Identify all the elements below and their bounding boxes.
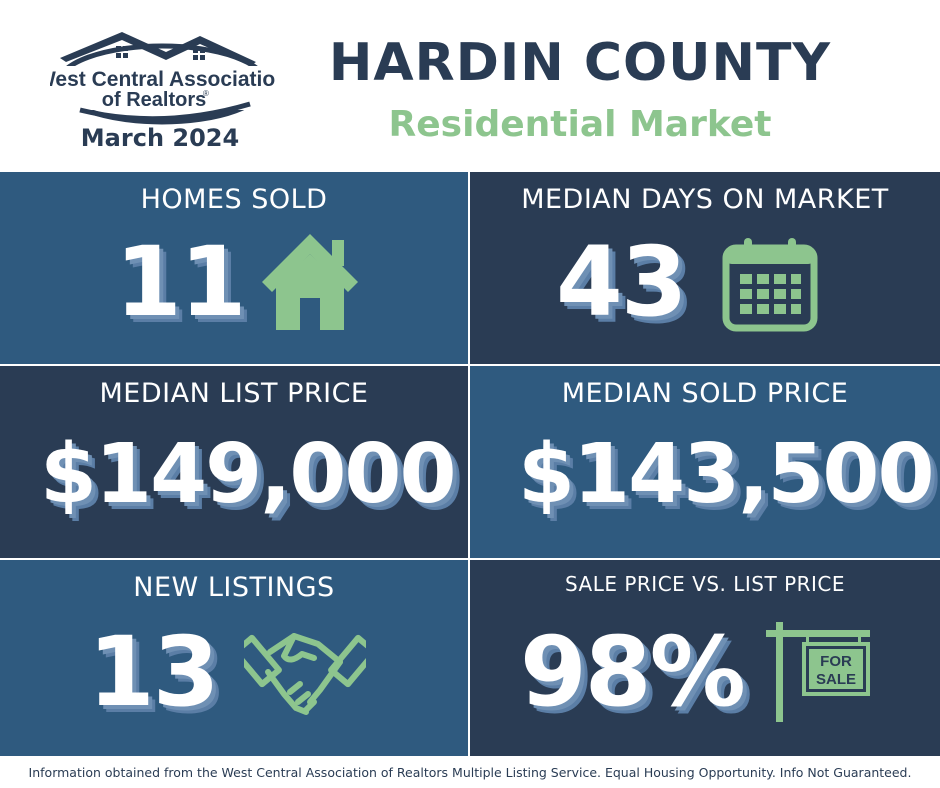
calendar-icon xyxy=(722,238,818,332)
median-sold-price-value: $143,500 xyxy=(518,427,935,522)
median-list-price-label: MEDIAN LIST PRICE xyxy=(99,378,369,409)
sign-text-for: FOR xyxy=(820,653,852,670)
median-days-value: 43 xyxy=(556,226,688,338)
homes-sold-value: 11 xyxy=(115,226,247,338)
association-logo: West Central Association of Realtors ® xyxy=(50,32,275,125)
sale-vs-list-label: SALE PRICE VS. LIST PRICE xyxy=(564,572,846,596)
new-listings-value: 13 xyxy=(88,616,220,728)
header: West Central Association of Realtors ® M… xyxy=(0,0,940,170)
handshake-icon xyxy=(244,633,366,715)
median-list-price-value: $149,000 xyxy=(40,427,457,522)
tile-median-days: MEDIAN DAYS ON MARKET 43 xyxy=(470,172,940,364)
new-listings-label: NEW LISTINGS xyxy=(133,572,335,603)
tile-median-sold-price: MEDIAN SOLD PRICE $143,500 xyxy=(470,366,940,558)
page-title: HARDIN COUNTY xyxy=(328,33,832,93)
logo-line1: West Central Association xyxy=(50,68,275,91)
footer-disclaimer: Information obtained from the West Centr… xyxy=(0,758,940,788)
tile-homes-sold: HOMES SOLD 11 xyxy=(0,172,468,364)
logo-registered-mark: ® xyxy=(203,89,209,98)
tile-new-listings: NEW LISTINGS 13 xyxy=(0,560,468,756)
sign-text-sale: SALE xyxy=(816,671,856,688)
report-month: March 2024 xyxy=(80,124,240,152)
tile-sale-vs-list: SALE PRICE VS. LIST PRICE 98% FOR SALE xyxy=(470,560,940,756)
median-sold-price-label: MEDIAN SOLD PRICE xyxy=(561,378,849,409)
tile-median-list-price: MEDIAN LIST PRICE $149,000 xyxy=(0,366,468,558)
homes-sold-label: HOMES SOLD xyxy=(140,184,328,215)
logo-line2: of Realtors xyxy=(102,89,206,111)
sale-vs-list-value: 98% xyxy=(520,616,746,728)
median-days-label: MEDIAN DAYS ON MARKET xyxy=(521,184,889,215)
page-subtitle: Residential Market xyxy=(388,104,772,145)
house-icon xyxy=(262,234,358,330)
for-sale-sign-icon: FOR SALE xyxy=(766,622,870,722)
